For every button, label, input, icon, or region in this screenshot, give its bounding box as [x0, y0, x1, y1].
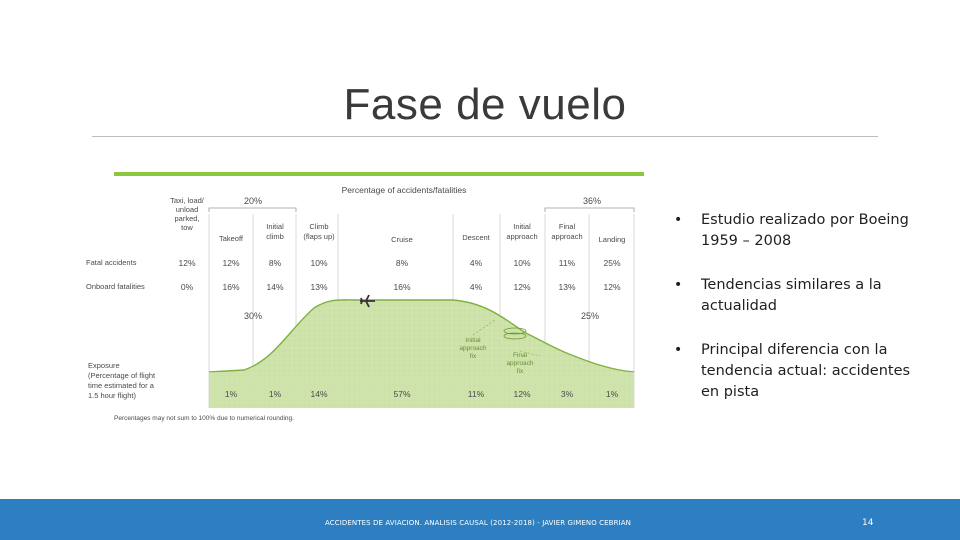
bullet-text: Tendencias similares a la actualidad	[701, 277, 882, 314]
phase-taxi: Taxi, load/unload parked, tow	[170, 196, 205, 232]
group-left-fatal-pct: 30%	[244, 311, 262, 321]
holding-pattern-icon	[503, 327, 527, 340]
bracket-right	[544, 207, 635, 212]
exposure-value: 11%	[468, 389, 485, 399]
onboard-fatalities-value: 16%	[393, 282, 410, 292]
fatal-accidents-row: 12% 12% 8% 10% 8% 4% 10% 11% 25%	[178, 258, 620, 268]
phase-initial-climb: Initial climb	[266, 222, 284, 241]
onboard-fatalities-value: 0%	[181, 282, 194, 292]
fatal-accidents-value: 10%	[310, 258, 327, 268]
group-right-fatal-pct: 25%	[581, 311, 599, 321]
phase-initial-approach: Initial approach	[506, 222, 537, 241]
final-fix-label: Final approach fix	[506, 352, 533, 375]
phase-final-approach: Final approach	[551, 222, 582, 241]
airplane-icon	[360, 294, 375, 308]
phase-descent: Descent	[462, 233, 490, 242]
onboard-fatalities-row: 0% 16% 14% 13% 16% 4% 12% 13% 12%	[181, 282, 621, 292]
bullet-item: • Estudio realizado por Boeing 1959 – 200…	[672, 210, 922, 252]
slide-title: Fase de vuelo	[343, 80, 627, 129]
phase-climb: Climb (flaps up)	[303, 222, 335, 241]
group-left-pct: 20%	[244, 196, 262, 206]
onboard-fatalities-value: 13%	[310, 282, 327, 292]
title-divider	[92, 136, 878, 137]
onboard-fatalities-value: 4%	[470, 282, 483, 292]
flight-phase-figure: Percentage of accidents/fatalities 20% 3…	[86, 172, 644, 422]
figure-footnote: Percentages may not sum to 100% due to n…	[114, 415, 294, 422]
onboard-fatalities-value: 13%	[558, 282, 575, 292]
fatal-accidents-value: 10%	[513, 258, 530, 268]
fatal-accidents-value: 12%	[178, 258, 195, 268]
onboard-fatalities-value: 12%	[513, 282, 530, 292]
bracket-left	[208, 207, 297, 212]
onboard-fatalities-value: 12%	[603, 282, 620, 292]
phase-takeoff: Takeoff	[219, 234, 244, 243]
bullet-list: • Estudio realizado por Boeing 1959 – 200…	[672, 210, 922, 426]
fatal-accidents-value: 12%	[222, 258, 239, 268]
fatal-accidents-value: 25%	[603, 258, 620, 268]
bullet-dot: •	[674, 277, 683, 293]
footer-text: ACCIDENTES DE AVIACION. ANALISIS CAUSAL …	[325, 519, 631, 527]
initial-fix-leader	[472, 319, 496, 336]
flight-profile-line	[208, 299, 635, 373]
exposure-value: 57%	[393, 389, 410, 399]
exposure-value: 12%	[513, 389, 530, 399]
final-fix-leader	[519, 350, 541, 357]
row-onboard-label: Onboard fatalities	[86, 282, 145, 291]
exposure-label: Exposure (Percentage of flight time estima…	[88, 361, 156, 400]
exposure-value: 3%	[561, 389, 574, 399]
fatal-accidents-value: 11%	[559, 258, 576, 268]
phase-cruise: Cruise	[391, 235, 413, 244]
bullet-dot: •	[674, 342, 683, 358]
fatal-accidents-value: 8%	[269, 258, 282, 268]
fatal-accidents-value: 8%	[396, 258, 409, 268]
bullet-item: • Tendencias similares a la actualidad	[672, 275, 922, 317]
row-fatal-label: Fatal accidents	[86, 258, 137, 267]
phase-landing: Landing	[599, 235, 626, 244]
figure-header: Percentage of accidents/fatalities	[342, 185, 467, 195]
exposure-value: 1%	[269, 389, 282, 399]
bullet-dot: •	[674, 212, 683, 228]
exposure-base	[209, 372, 634, 408]
exposure-value: 14%	[310, 389, 327, 399]
footer-bar: ACCIDENTES DE AVIACION. ANALISIS CAUSAL …	[0, 499, 960, 540]
exposure-value: 1%	[225, 389, 238, 399]
exposure-value: 1%	[606, 389, 619, 399]
page-number: 14	[862, 518, 874, 528]
bullet-text: Principal diferencia con la tendencia ac…	[701, 342, 911, 400]
bullet-item: • Principal diferencia con la tendencia a…	[672, 340, 922, 403]
bullet-text: Estudio realizado por Boeing 1959 – 2008	[701, 212, 909, 249]
figure-top-bar	[114, 172, 644, 176]
exposure-row: 1% 1% 14% 57% 11% 12% 3% 1%	[225, 389, 619, 399]
group-right-pct: 36%	[583, 196, 601, 206]
onboard-fatalities-value: 14%	[266, 282, 283, 292]
initial-fix-label: Initial approach fix	[459, 337, 486, 360]
fatal-accidents-value: 4%	[470, 258, 483, 268]
onboard-fatalities-value: 16%	[222, 282, 239, 292]
